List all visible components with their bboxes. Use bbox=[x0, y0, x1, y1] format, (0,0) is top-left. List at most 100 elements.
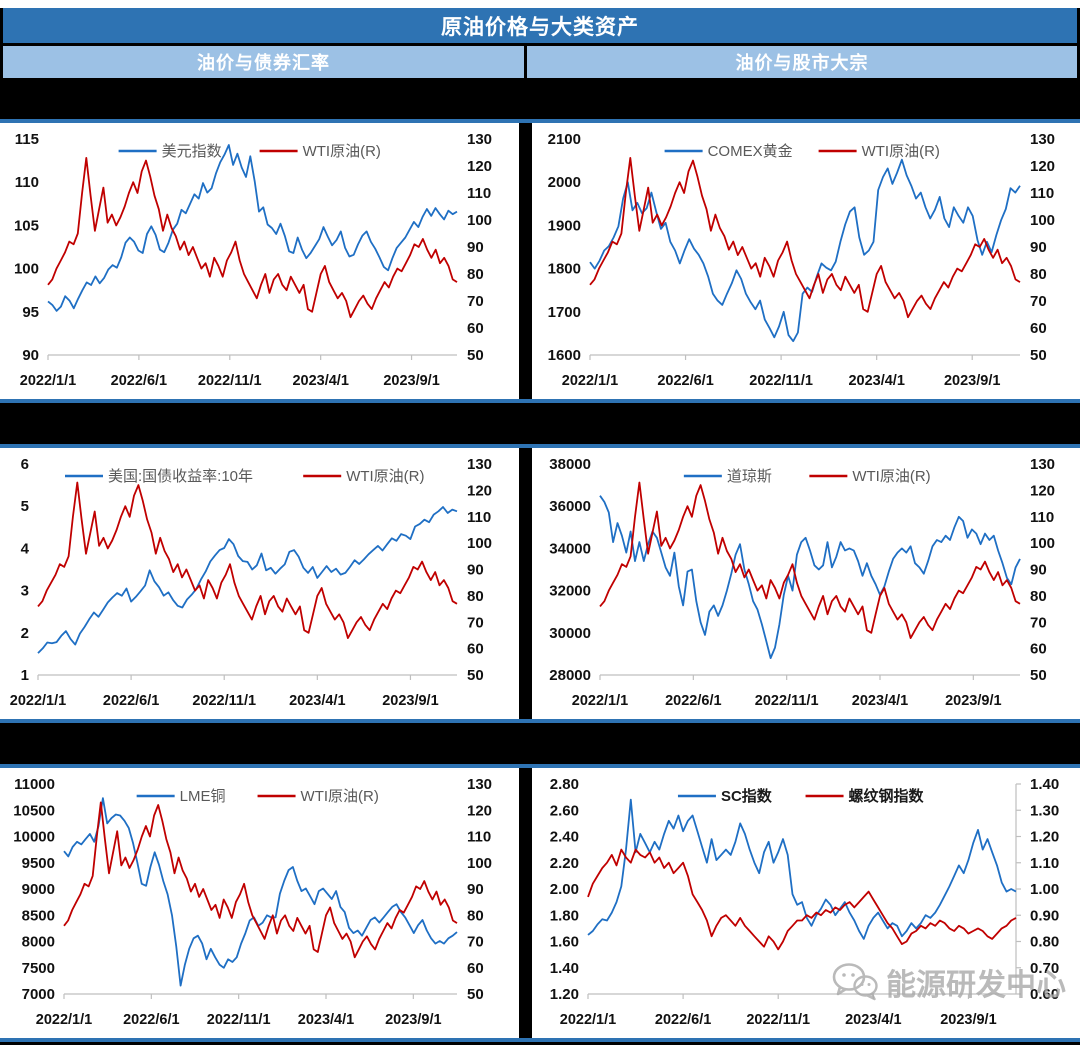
svg-text:110: 110 bbox=[15, 174, 39, 191]
svg-text:2022/6/1: 2022/6/1 bbox=[665, 693, 721, 709]
svg-text:9500: 9500 bbox=[22, 855, 55, 872]
chart-canvas-sc-index-vs-rebar-index: 1.20 1.40 1.60 1.80 2.00 2.20 2.40 2.60 2.80 0.60… bbox=[550, 776, 1059, 1028]
svg-text:90: 90 bbox=[1030, 562, 1047, 579]
svg-text:120: 120 bbox=[467, 802, 492, 819]
svg-text:130: 130 bbox=[467, 456, 492, 473]
svg-text:2023/9/1: 2023/9/1 bbox=[940, 1012, 996, 1028]
svg-text:WTI原油(R): WTI原油(R) bbox=[301, 788, 379, 805]
chart-row-3: 7000 7500 8000 8500 9000 9500 10000 10500 11000 5… bbox=[0, 764, 1080, 1042]
svg-text:1.40: 1.40 bbox=[550, 960, 579, 977]
svg-text:90: 90 bbox=[467, 239, 484, 256]
series-line-道琼斯 bbox=[599, 495, 1021, 660]
svg-text:80: 80 bbox=[467, 266, 484, 283]
svg-text:2023/4/1: 2023/4/1 bbox=[289, 693, 345, 709]
svg-text:2022/11/1: 2022/11/1 bbox=[755, 693, 819, 709]
series-line-WTI原油(R) bbox=[63, 801, 458, 959]
series-line-美国:国债收益率:10年 bbox=[37, 506, 458, 654]
series-line-WTI原油(R) bbox=[47, 157, 458, 319]
svg-text:120: 120 bbox=[1030, 158, 1055, 175]
svg-text:1.00: 1.00 bbox=[1030, 881, 1059, 898]
svg-text:SC指数: SC指数 bbox=[721, 787, 773, 805]
svg-text:2023/9/1: 2023/9/1 bbox=[944, 373, 1000, 389]
svg-text:0.90: 0.90 bbox=[1030, 907, 1059, 924]
svg-text:1.20: 1.20 bbox=[550, 986, 579, 1003]
svg-text:2023/4/1: 2023/4/1 bbox=[298, 1012, 354, 1028]
chart-panel-comex-gold: 1600 1700 1800 1900 2000 2100 50 60 70 80 90 100 110… bbox=[532, 123, 1080, 399]
svg-text:2022/11/1: 2022/11/1 bbox=[749, 373, 813, 389]
svg-text:80: 80 bbox=[467, 907, 484, 924]
svg-text:美国:国债收益率:10年: 美国:国债收益率:10年 bbox=[108, 468, 253, 485]
series-line-LME铜 bbox=[63, 797, 458, 987]
svg-text:2023/4/1: 2023/4/1 bbox=[848, 373, 904, 389]
svg-text:130: 130 bbox=[467, 131, 492, 148]
series-line-美元指数 bbox=[47, 144, 458, 312]
svg-text:120: 120 bbox=[467, 158, 492, 175]
svg-text:100: 100 bbox=[1030, 535, 1055, 552]
svg-text:COMEX黄金: COMEX黄金 bbox=[708, 143, 793, 160]
svg-text:螺纹钢指数: 螺纹钢指数 bbox=[849, 787, 925, 805]
svg-text:0.70: 0.70 bbox=[1030, 960, 1059, 977]
svg-text:2023/4/1: 2023/4/1 bbox=[852, 693, 908, 709]
svg-text:2022/11/1: 2022/11/1 bbox=[207, 1012, 271, 1028]
svg-text:2022/1/1: 2022/1/1 bbox=[10, 693, 66, 709]
svg-text:80: 80 bbox=[467, 588, 484, 605]
svg-text:130: 130 bbox=[1030, 131, 1055, 148]
series-line-COMEX黄金 bbox=[589, 158, 1021, 343]
svg-text:9000: 9000 bbox=[22, 881, 55, 898]
svg-text:36000: 36000 bbox=[549, 498, 591, 515]
svg-text:道琼斯: 道琼斯 bbox=[727, 468, 772, 485]
chart-canvas-usd-index-vs-wti: 90 95 100 105 110 115 50 60 70 80 90 100 110 120 130 20… bbox=[14, 131, 492, 389]
svg-text:2023/4/1: 2023/4/1 bbox=[292, 373, 348, 389]
chart-canvas-us-10y-yield-vs-wti: 1 2 3 4 5 6 50 60 70 80 90 100 110 120 130 2022/1/1 2022… bbox=[10, 456, 492, 709]
svg-text:110: 110 bbox=[467, 829, 491, 846]
svg-text:1700: 1700 bbox=[548, 304, 581, 321]
svg-text:2022/11/1: 2022/11/1 bbox=[198, 373, 262, 389]
svg-text:11000: 11000 bbox=[14, 776, 55, 793]
svg-text:80: 80 bbox=[1030, 266, 1047, 283]
svg-text:2022/1/1: 2022/1/1 bbox=[572, 693, 628, 709]
svg-text:2023/9/1: 2023/9/1 bbox=[385, 1012, 441, 1028]
series-line-WTI原油(R) bbox=[37, 481, 458, 640]
svg-text:2023/9/1: 2023/9/1 bbox=[383, 373, 439, 389]
report-title: 原油价格与大类资产 bbox=[3, 8, 1077, 43]
svg-text:60: 60 bbox=[467, 320, 484, 337]
svg-text:130: 130 bbox=[1030, 456, 1055, 473]
series-line-螺纹钢指数 bbox=[587, 848, 1017, 951]
column-divider bbox=[519, 448, 532, 719]
svg-text:34000: 34000 bbox=[549, 540, 591, 557]
svg-text:0.60: 0.60 bbox=[1030, 986, 1059, 1003]
svg-text:100: 100 bbox=[467, 535, 492, 552]
svg-text:2022/1/1: 2022/1/1 bbox=[20, 373, 76, 389]
svg-text:90: 90 bbox=[467, 562, 484, 579]
svg-text:8500: 8500 bbox=[22, 907, 55, 924]
svg-text:LME铜: LME铜 bbox=[180, 788, 226, 805]
svg-text:2022/6/1: 2022/6/1 bbox=[655, 1012, 711, 1028]
svg-text:70: 70 bbox=[1030, 293, 1047, 310]
svg-text:WTI原油(R): WTI原油(R) bbox=[346, 468, 424, 485]
chart-panel-lme-copper: 7000 7500 8000 8500 9000 9500 10000 10500 11000 5… bbox=[0, 768, 519, 1038]
svg-text:60: 60 bbox=[467, 641, 484, 658]
svg-text:70: 70 bbox=[467, 934, 484, 951]
svg-text:100: 100 bbox=[467, 212, 492, 229]
svg-text:90: 90 bbox=[1030, 239, 1047, 256]
svg-text:2100: 2100 bbox=[548, 131, 581, 148]
svg-text:105: 105 bbox=[14, 217, 39, 234]
svg-text:5: 5 bbox=[21, 498, 29, 515]
svg-text:120: 120 bbox=[467, 482, 492, 499]
column-header-equity-commodity: 油价与股市大宗 bbox=[527, 46, 1077, 78]
svg-text:3: 3 bbox=[21, 583, 29, 600]
chart-row-2: 1 2 3 4 5 6 50 60 70 80 90 100 110 120 130 2022/1/1 2022… bbox=[0, 444, 1080, 723]
svg-text:美元指数: 美元指数 bbox=[162, 143, 222, 160]
svg-text:1.80: 1.80 bbox=[550, 907, 579, 924]
svg-text:2022/6/1: 2022/6/1 bbox=[111, 373, 167, 389]
svg-text:1.40: 1.40 bbox=[1030, 776, 1059, 793]
svg-text:2022/1/1: 2022/1/1 bbox=[560, 1012, 616, 1028]
svg-text:2: 2 bbox=[21, 625, 29, 642]
svg-text:2022/6/1: 2022/6/1 bbox=[103, 693, 159, 709]
column-divider bbox=[519, 768, 532, 1038]
svg-text:95: 95 bbox=[22, 304, 39, 321]
svg-text:WTI原油(R): WTI原油(R) bbox=[303, 143, 381, 160]
svg-text:50: 50 bbox=[467, 986, 484, 1003]
svg-text:1900: 1900 bbox=[548, 217, 581, 234]
